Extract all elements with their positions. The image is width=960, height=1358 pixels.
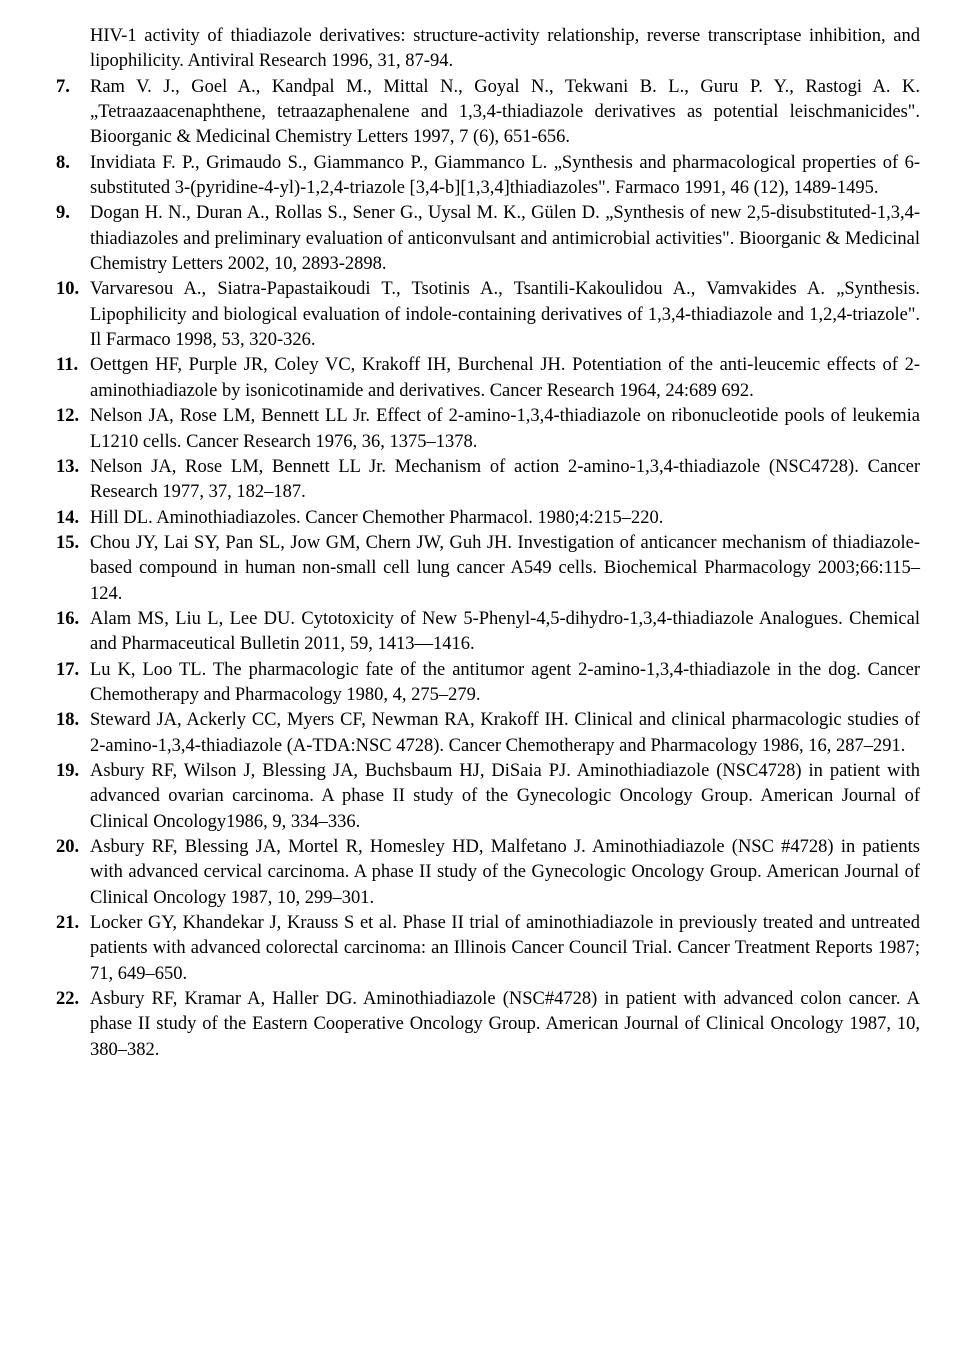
reference-item: Asbury RF, Wilson J, Blessing JA, Buchsb… xyxy=(56,759,920,835)
reference-item: Steward JA, Ackerly CC, Myers CF, Newman… xyxy=(56,708,920,759)
reference-item: Hill DL. Aminothiadiazoles. Cancer Chemo… xyxy=(56,506,920,531)
reference-item: Lu K, Loo TL. The pharmacologic fate of … xyxy=(56,658,920,709)
reference-item: Oettgen HF, Purple JR, Coley VC, Krakoff… xyxy=(56,353,920,404)
reference-continuation: HIV-1 activity of thiadiazole derivative… xyxy=(56,24,920,75)
reference-item: Chou JY, Lai SY, Pan SL, Jow GM, Chern J… xyxy=(56,531,920,607)
reference-item: Varvaresou A., Siatra-Papastaikoudi T., … xyxy=(56,277,920,353)
reference-item: Nelson JA, Rose LM, Bennett LL Jr. Mecha… xyxy=(56,455,920,506)
reference-item: Ram V. J., Goel A., Kandpal M., Mittal N… xyxy=(56,75,920,151)
reference-item: Locker GY, Khandekar J, Krauss S et al. … xyxy=(56,911,920,987)
reference-item: Asbury RF, Blessing JA, Mortel R, Homesl… xyxy=(56,835,920,911)
reference-item: Invidiata F. P., Grimaudo S., Giammanco … xyxy=(56,151,920,202)
reference-list: Ram V. J., Goel A., Kandpal M., Mittal N… xyxy=(56,75,920,1063)
reference-item: Alam MS, Liu L, Lee DU. Cytotoxicity of … xyxy=(56,607,920,658)
reference-item: Dogan H. N., Duran A., Rollas S., Sener … xyxy=(56,201,920,277)
reference-item: Nelson JA, Rose LM, Bennett LL Jr. Effec… xyxy=(56,404,920,455)
reference-item: Asbury RF, Kramar A, Haller DG. Aminothi… xyxy=(56,987,920,1063)
